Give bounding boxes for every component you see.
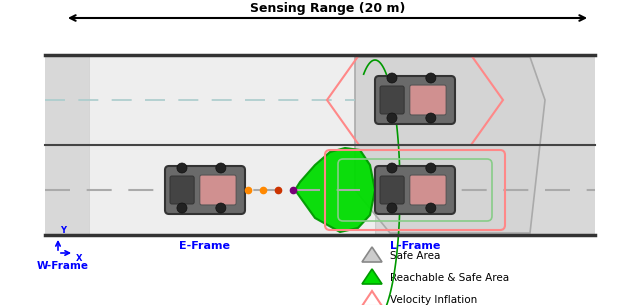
Polygon shape <box>295 148 375 232</box>
Text: E-Frame: E-Frame <box>179 241 230 251</box>
Text: X: X <box>402 205 408 214</box>
FancyBboxPatch shape <box>380 176 404 204</box>
Text: X: X <box>218 196 224 205</box>
Text: X: X <box>192 205 198 214</box>
FancyBboxPatch shape <box>375 76 455 124</box>
Ellipse shape <box>387 113 397 123</box>
FancyBboxPatch shape <box>410 175 446 205</box>
Text: Safe Area: Safe Area <box>390 251 440 261</box>
Ellipse shape <box>216 203 226 213</box>
Ellipse shape <box>177 203 187 213</box>
Ellipse shape <box>177 163 187 173</box>
Ellipse shape <box>387 73 397 83</box>
Bar <box>45 55 595 235</box>
FancyBboxPatch shape <box>165 166 245 214</box>
Text: X: X <box>428 196 434 205</box>
FancyBboxPatch shape <box>170 176 194 204</box>
Text: Velocity Inflation: Velocity Inflation <box>390 295 477 305</box>
Polygon shape <box>355 57 545 233</box>
Text: Reachable & Safe Area: Reachable & Safe Area <box>390 273 509 283</box>
Text: X: X <box>402 115 408 124</box>
Text: Y: Y <box>412 78 417 87</box>
Text: X: X <box>76 254 83 263</box>
Ellipse shape <box>426 203 436 213</box>
FancyBboxPatch shape <box>375 166 455 214</box>
Ellipse shape <box>387 203 397 213</box>
Bar <box>90 55 375 235</box>
Bar <box>90 55 375 235</box>
Polygon shape <box>362 247 382 262</box>
Text: L-Frame: L-Frame <box>390 241 440 251</box>
Ellipse shape <box>426 163 436 173</box>
Polygon shape <box>362 269 382 284</box>
FancyBboxPatch shape <box>410 85 446 115</box>
Text: W-Frame: W-Frame <box>37 261 89 271</box>
Text: Y: Y <box>202 168 207 177</box>
Text: Y: Y <box>412 168 417 177</box>
Text: X: X <box>428 106 434 115</box>
Ellipse shape <box>426 113 436 123</box>
Text: Y: Y <box>60 226 66 235</box>
Ellipse shape <box>426 73 436 83</box>
FancyBboxPatch shape <box>380 86 404 114</box>
Ellipse shape <box>216 163 226 173</box>
Ellipse shape <box>387 163 397 173</box>
Text: Sensing Range (20 m): Sensing Range (20 m) <box>250 2 405 15</box>
FancyBboxPatch shape <box>200 175 236 205</box>
